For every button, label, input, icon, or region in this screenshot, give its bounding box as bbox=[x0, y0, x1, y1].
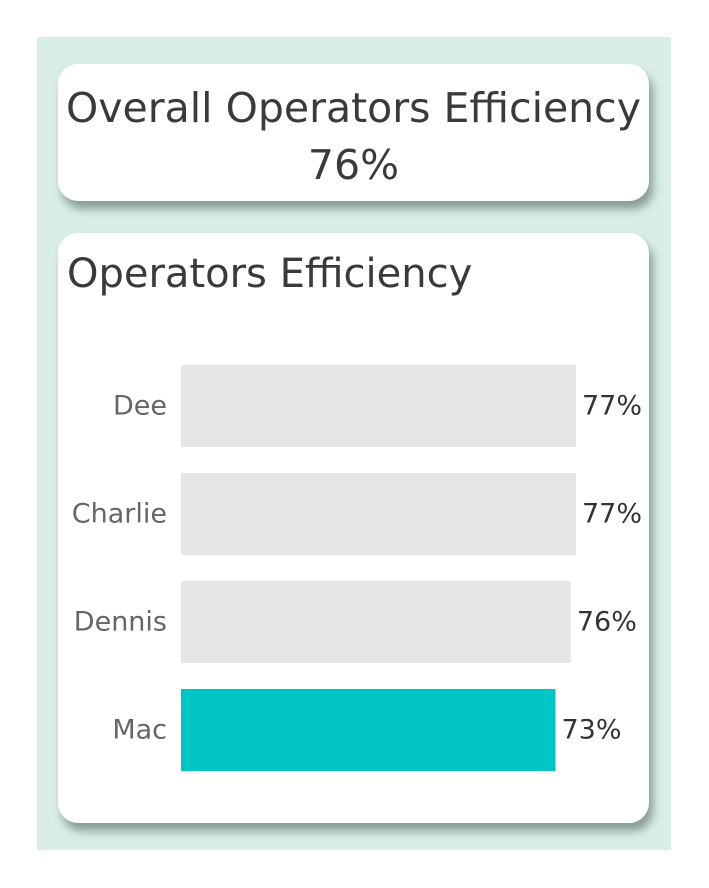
data-label-dee: 77% bbox=[582, 391, 642, 422]
category-label-mac: Mac bbox=[112, 715, 167, 746]
data-label-charlie: 77% bbox=[582, 499, 642, 530]
bar-mac[interactable] bbox=[181, 689, 556, 771]
category-label-dee: Dee bbox=[113, 391, 167, 422]
operators-efficiency-bar-chart: Dee 77% Charlie 77% Dennis 76% Mac 73% bbox=[72, 365, 642, 771]
kpi-title: Overall Operators Efficiency bbox=[66, 84, 641, 132]
kpi-value: 76% bbox=[307, 141, 400, 189]
overall-efficiency-card: Overall Operators Efficiency 76% bbox=[58, 64, 649, 201]
chart-title: Operators Efficiency bbox=[67, 251, 473, 297]
category-label-dennis: Dennis bbox=[74, 607, 167, 638]
bar-charlie[interactable] bbox=[181, 473, 577, 555]
bar-dennis[interactable] bbox=[181, 581, 571, 663]
operators-efficiency-card: Operators Efficiency Dee 77% Charlie 77% Den… bbox=[58, 233, 649, 823]
data-label-dennis: 76% bbox=[577, 607, 637, 638]
category-label-charlie: Charlie bbox=[72, 499, 167, 530]
data-label-mac: 73% bbox=[561, 715, 621, 746]
bar-dee[interactable] bbox=[181, 365, 577, 447]
